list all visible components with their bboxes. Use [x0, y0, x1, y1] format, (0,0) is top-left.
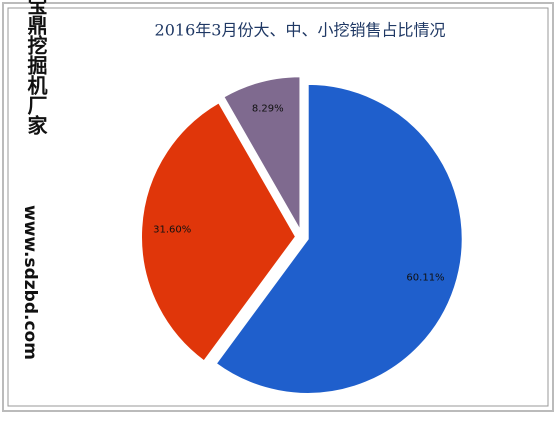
chart-title: 2016年3月份大、中、小挖销售占比情况 [155, 21, 446, 40]
watermark-url: www.sdzbd.com [20, 205, 40, 360]
pie-slice [140, 100, 298, 363]
watermark-name: 宝鼎挖掘机厂家 [24, 0, 48, 135]
data-label: 31.60% [153, 225, 191, 236]
pie-slice [221, 75, 302, 235]
data-label: 8.29% [252, 103, 284, 114]
inner-frame [7, 7, 549, 407]
data-label: 60.11% [406, 273, 444, 284]
pie-slice [214, 82, 464, 395]
